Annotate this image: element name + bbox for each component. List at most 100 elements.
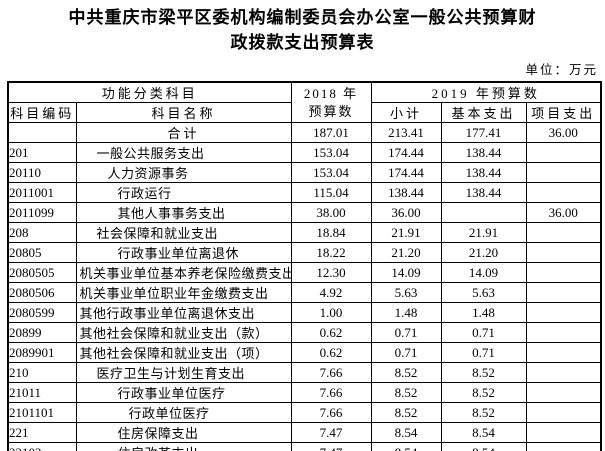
table-row: 合计 187.01 213.41 177.41 36.00 — [7, 122, 602, 143]
budget-2018-cell: 7.47 — [290, 422, 372, 443]
budget-2018-cell: 12.30 — [290, 262, 372, 283]
budget-2018-cell: 38.00 — [290, 202, 372, 223]
table-row: 2080506 机关事业单位职业年金缴费支出 4.92 5.63 5.63 — [7, 282, 602, 303]
subtotal-2019-cell: 213.41 — [370, 122, 442, 143]
header-subject-code: 科目编码 — [7, 102, 77, 123]
basic-2019-cell: 138.44 — [440, 182, 527, 203]
basic-2019-cell: 14.09 — [440, 262, 527, 283]
subject-name-cell: 行政单位医疗 — [75, 402, 292, 423]
basic-2019-cell: 1.48 — [440, 302, 527, 323]
subtotal-2019-cell: 0.71 — [370, 342, 442, 363]
budget-2018-cell: 4.92 — [290, 282, 372, 303]
subject-code-cell: 208 — [7, 222, 77, 243]
subject-code-cell: 2101101 — [7, 402, 77, 423]
budget-2018-cell: 7.66 — [290, 362, 372, 383]
basic-2019-cell: 5.63 — [440, 282, 527, 303]
subject-code-cell: 2080506 — [7, 282, 77, 303]
table-row: 20110 人力资源事务 153.04 174.44 138.44 — [7, 162, 602, 183]
table-row: 208 社会保障和就业支出 18.84 21.91 21.91 — [7, 222, 602, 243]
subtotal-2019-cell: 138.44 — [370, 182, 442, 203]
table-row: 2089901 其他社会保障和就业支出（项） 0.62 0.71 0.71 — [7, 342, 602, 363]
project-2019-cell — [525, 282, 602, 303]
subject-code-cell: 221 — [7, 422, 77, 443]
basic-2019-cell: 8.54 — [440, 442, 527, 451]
table-row: 2011099 其他人事事务支出 38.00 36.00 36.00 — [7, 202, 602, 223]
table-row: 2101101 行政单位医疗 7.66 8.52 8.52 — [7, 402, 602, 423]
budget-2018-cell: 1.00 — [290, 302, 372, 323]
subtotal-2019-cell: 8.54 — [370, 422, 442, 443]
basic-2019-cell: 0.71 — [440, 342, 527, 363]
subject-name-cell: 住房改革支出 — [75, 442, 292, 451]
project-2019-cell — [525, 422, 602, 443]
table-row: 2080505 机关事业单位基本养老保险缴费支出 12.30 14.09 14.09 — [7, 262, 602, 283]
subtotal-2019-cell: 8.52 — [370, 362, 442, 383]
basic-2019-cell: 0.71 — [440, 322, 527, 343]
table-row: 2011001 行政运行 115.04 138.44 138.44 — [7, 182, 602, 203]
header-2018-budget: 2018 年 预算数 — [290, 81, 372, 123]
basic-2019-cell: 8.54 — [440, 422, 527, 443]
subject-name-cell: 行政事业单位医疗 — [75, 382, 292, 403]
subject-name-cell: 机关事业单位基本养老保险缴费支出 — [75, 262, 292, 283]
subject-name-cell: 行政事业单位离退休 — [75, 242, 292, 263]
budget-2018-cell: 187.01 — [290, 122, 372, 143]
subject-name-cell: 其他社会保障和就业支出（项） — [75, 342, 292, 363]
table-row: 20805 行政事业单位离退休 18.22 21.20 21.20 — [7, 242, 602, 263]
project-2019-cell — [525, 362, 602, 383]
page-title-line2: 政拨款支出预算表 — [230, 33, 375, 52]
table-row: 2080599 其他行政事业单位离退休支出 1.00 1.48 1.48 — [7, 302, 602, 323]
subtotal-2019-cell: 8.54 — [370, 442, 442, 451]
subtotal-2019-cell: 1.48 — [370, 302, 442, 323]
basic-2019-cell: 8.52 — [440, 382, 527, 403]
budget-table-body: 合计 187.01 213.41 177.41 36.00 201 一般公共服务支出 153.… — [7, 122, 602, 451]
budget-2018-cell: 153.04 — [290, 142, 372, 163]
subject-code-cell: 2080505 — [7, 262, 77, 283]
project-2019-cell — [525, 342, 602, 363]
project-2019-cell — [525, 262, 602, 283]
budget-2018-cell: 7.66 — [290, 402, 372, 423]
budget-2018-cell: 7.47 — [290, 442, 372, 451]
subject-code-cell: 2011099 — [7, 202, 77, 223]
subtotal-2019-cell: 8.52 — [370, 402, 442, 423]
header-basic-expenditure: 基本支出 — [440, 102, 527, 123]
subject-name-cell: 行政运行 — [75, 182, 292, 203]
subtotal-2019-cell: 14.09 — [370, 262, 442, 283]
budget-2018-cell: 153.04 — [290, 162, 372, 183]
subject-code-cell: 20899 — [7, 322, 77, 343]
table-row: 21011 行政事业单位医疗 7.66 8.52 8.52 — [7, 382, 602, 403]
header-subject-name: 科目名称 — [75, 102, 292, 123]
header-project-expenditure: 项目支出 — [525, 102, 602, 123]
header-subtotal: 小计 — [370, 102, 442, 123]
subtotal-2019-cell: 8.52 — [370, 382, 442, 403]
page-title: 中共重庆市梁平区委机构编制委员会办公室一般公共预算财 政拨款支出预算表 — [0, 0, 605, 55]
project-2019-cell: 36.00 — [525, 122, 602, 143]
budget-2018-cell: 0.62 — [290, 322, 372, 343]
project-2019-cell — [525, 162, 602, 183]
basic-2019-cell: 21.91 — [440, 222, 527, 243]
subject-code-cell: 2089901 — [7, 342, 77, 363]
subject-name-cell: 人力资源事务 — [75, 162, 292, 183]
page-title-line1: 中共重庆市梁平区委机构编制委员会办公室一般公共预算财 — [68, 8, 537, 27]
subject-code-cell: 20110 — [7, 162, 77, 183]
table-row: 221 住房保障支出 7.47 8.54 8.54 — [7, 422, 602, 443]
header-row-group: 功能分类科目 2018 年 预算数 2019 年预算数 — [7, 81, 602, 123]
table-row: 210 医疗卫生与计划生育支出 7.66 8.52 8.52 — [7, 362, 602, 383]
project-2019-cell — [525, 382, 602, 403]
subject-code-cell: 22102 — [7, 442, 77, 451]
budget-2018-cell: 18.84 — [290, 222, 372, 243]
header-function-category: 功能分类科目 — [7, 81, 292, 103]
subject-code-cell: 21011 — [7, 382, 77, 403]
subject-name-cell: 其他人事事务支出 — [75, 202, 292, 223]
basic-2019-cell: 21.20 — [440, 242, 527, 263]
subject-code-cell — [7, 122, 77, 143]
budget-table: 功能分类科目 2018 年 预算数 2019 年预算数 科目编码 科目名称 小计… — [7, 81, 603, 451]
budget-2018-cell: 115.04 — [290, 182, 372, 203]
subject-name-cell: 一般公共服务支出 — [75, 142, 292, 163]
subtotal-2019-cell: 0.71 — [370, 322, 442, 343]
subtotal-2019-cell: 5.63 — [370, 282, 442, 303]
subject-name-cell: 其他行政事业单位离退休支出 — [75, 302, 292, 323]
unit-label: 单位：万元 — [525, 63, 598, 77]
table-row: 20899 其他社会保障和就业支出（款） 0.62 0.71 0.71 — [7, 322, 602, 343]
subject-name-cell: 医疗卫生与计划生育支出 — [75, 362, 292, 383]
project-2019-cell — [525, 242, 602, 263]
